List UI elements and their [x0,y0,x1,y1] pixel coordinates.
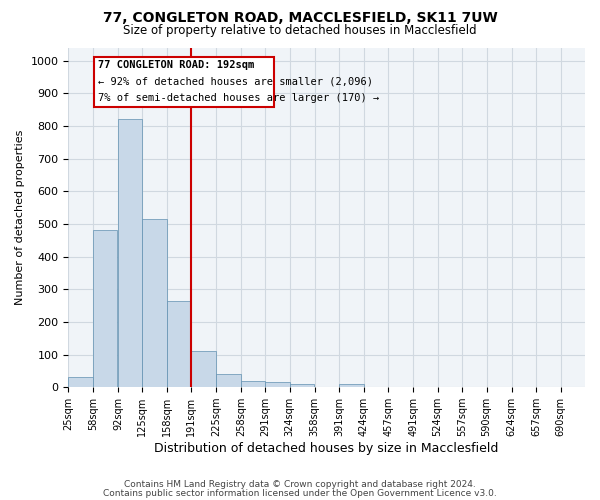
Bar [265,382,290,387]
Bar [167,300,191,387]
Bar [93,230,117,387]
Text: 77 CONGLETON ROAD: 192sqm: 77 CONGLETON ROAD: 192sqm [98,60,254,70]
Text: 77, CONGLETON ROAD, MACCLESFIELD, SK11 7UW: 77, CONGLETON ROAD, MACCLESFIELD, SK11 7… [103,11,497,25]
Text: Contains public sector information licensed under the Open Government Licence v3: Contains public sector information licen… [103,489,497,498]
Text: ← 92% of detached houses are smaller (2,096): ← 92% of detached houses are smaller (2,… [98,76,373,86]
Text: Size of property relative to detached houses in Macclesfield: Size of property relative to detached ho… [123,24,477,37]
Text: Contains HM Land Registry data © Crown copyright and database right 2024.: Contains HM Land Registry data © Crown c… [124,480,476,489]
Bar [191,352,215,387]
Bar [94,58,274,107]
Bar [118,120,142,387]
Text: 7% of semi-detached houses are larger (170) →: 7% of semi-detached houses are larger (1… [98,93,379,103]
Y-axis label: Number of detached properties: Number of detached properties [15,130,25,305]
Bar [339,384,364,387]
Bar [68,378,93,387]
Bar [290,384,314,387]
X-axis label: Distribution of detached houses by size in Macclesfield: Distribution of detached houses by size … [154,442,499,455]
Bar [241,382,265,387]
Bar [217,374,241,387]
Bar [142,219,167,387]
